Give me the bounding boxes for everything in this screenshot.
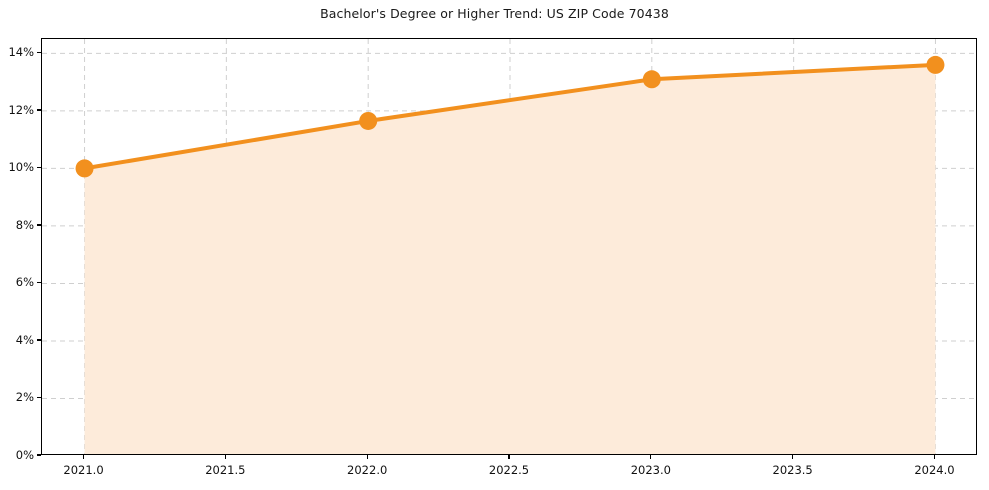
- chart-title: Bachelor's Degree or Higher Trend: US ZI…: [320, 6, 669, 21]
- x-tick-mark: [933, 455, 936, 459]
- x-tick-label: 2023.0: [630, 463, 671, 477]
- y-tick-label: 0%: [15, 448, 34, 462]
- y-tick-label: 4%: [15, 332, 34, 347]
- y-tick-label: 8%: [15, 217, 34, 232]
- y-tick-mark: [37, 454, 41, 456]
- data-markers: [75, 55, 945, 178]
- y-tick-mark: [37, 51, 41, 54]
- y-tick-label: 10%: [8, 160, 34, 175]
- x-tick-label: 2023.5: [772, 463, 813, 477]
- y-axis-tick-labels: 0% 2% 4% 6% 8% 10% 12% 14%: [0, 0, 34, 490]
- x-tick-mark: [508, 455, 510, 459]
- y-tick-label: 14%: [8, 45, 34, 60]
- y-tick-mark: [37, 224, 41, 226]
- x-tick-mark: [650, 455, 652, 459]
- x-tick-mark: [82, 455, 85, 459]
- x-tick-mark: [791, 455, 794, 459]
- y-tick-label: 6%: [15, 275, 34, 290]
- y-tick-mark: [37, 281, 41, 284]
- x-tick-mark: [366, 455, 368, 459]
- area-chart-svg: [42, 39, 976, 454]
- x-tick-label: 2021.5: [205, 463, 246, 477]
- y-tick-mark: [37, 339, 41, 341]
- data-line: [82, 62, 938, 171]
- plot-area: [41, 38, 977, 455]
- y-tick-mark: [37, 109, 41, 111]
- y-tick-mark: [37, 396, 41, 399]
- x-tick-label: 2022.5: [488, 463, 530, 477]
- x-tick-mark: [224, 455, 226, 459]
- x-tick-label: 2022.0: [347, 463, 388, 477]
- x-tick-label: 2024.0: [914, 463, 955, 477]
- y-tick-label: 12%: [8, 102, 34, 117]
- y-tick-label: 2%: [15, 390, 34, 405]
- y-tick-mark: [37, 166, 41, 169]
- area-fill: [84, 64, 936, 454]
- x-tick-label: 2021.0: [63, 463, 104, 477]
